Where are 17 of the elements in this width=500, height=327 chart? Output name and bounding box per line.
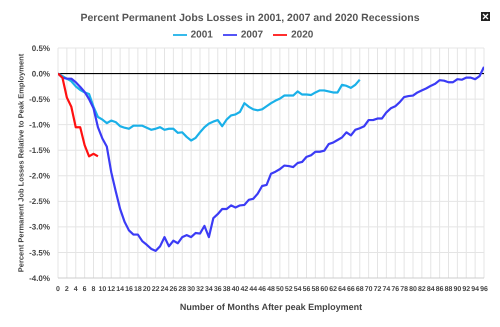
y-tick-label: -0.5% [29,94,50,104]
y-tick-label: -1.0% [29,120,50,130]
line-series [58,72,100,158]
legend-label: 2020 [291,30,314,41]
legend-label: 2007 [240,30,264,41]
legend-label: 2001 [190,30,213,41]
y-tick-label: 0.0% [32,69,50,78]
y-tick-label: -2.5% [29,197,50,206]
y-tick-label: -4.0% [29,274,50,283]
y-tick-label: -2.0% [29,172,50,181]
y-tick-label: 0.5% [32,44,50,53]
chart-title: Percent Permanent Jobs Losses in 2001, 2007 and 2020 Recessions [79,11,421,24]
y-tick-label: -3.5% [29,248,50,258]
y-tick-label: -3.0% [29,222,50,232]
line-series [58,72,361,142]
y-tick-label: -1.5% [29,146,50,156]
x-axis-title: Number of Months After peak Employment [180,302,362,312]
